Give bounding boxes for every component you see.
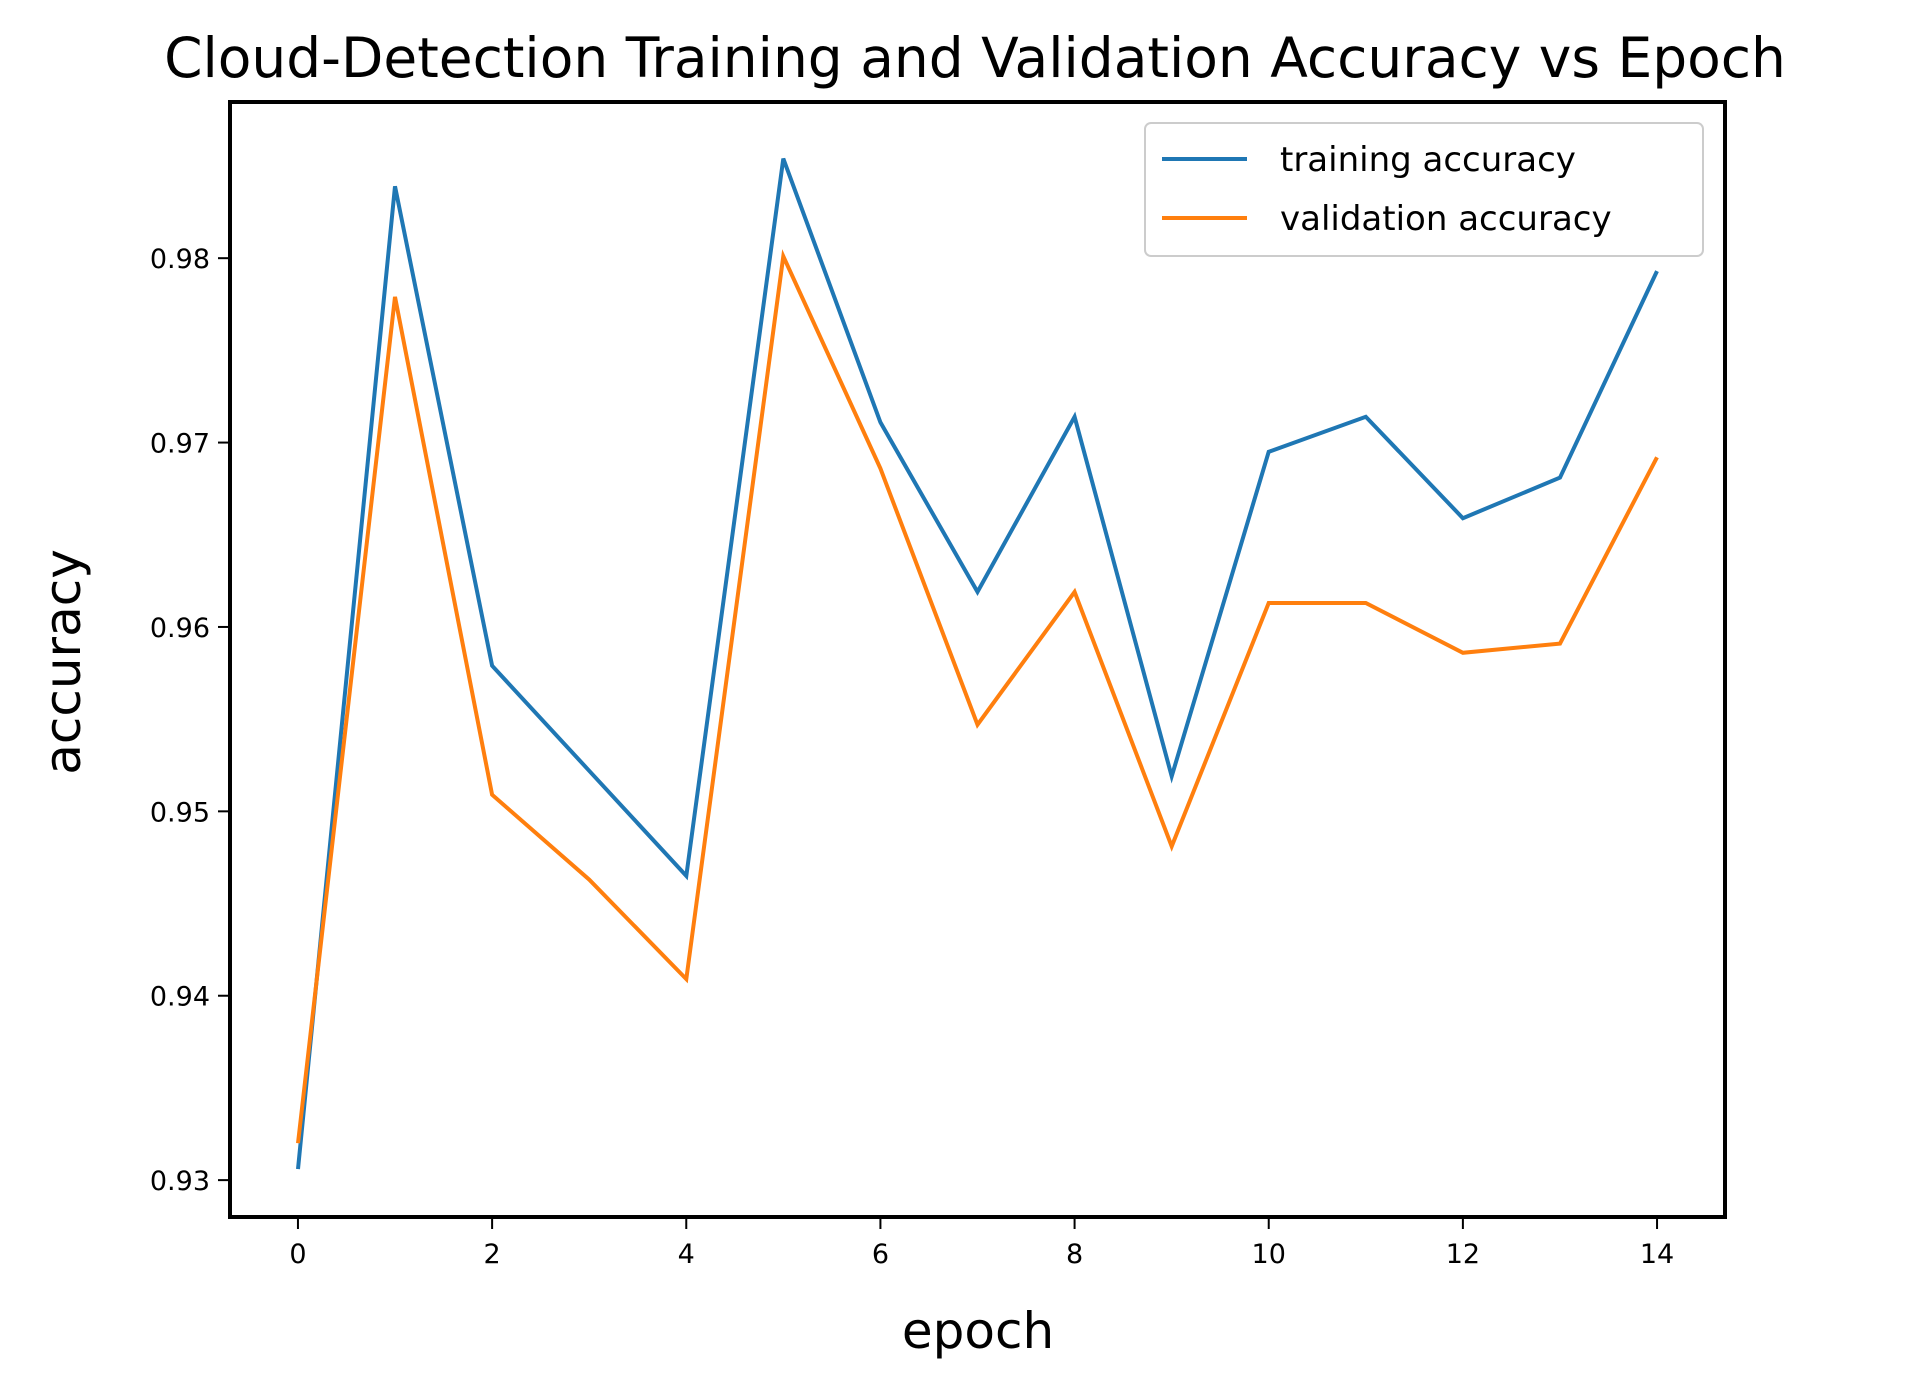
y-tick-label: 0.98 <box>150 244 210 275</box>
data-point-training-accuracy-1 <box>393 184 397 188</box>
data-point-validation-accuracy-14 <box>1655 455 1659 459</box>
data-point-training-accuracy-2 <box>490 664 494 668</box>
plot-frame <box>228 100 1727 1219</box>
data-point-training-accuracy-12 <box>1461 516 1465 520</box>
data-point-training-accuracy-5 <box>781 157 785 161</box>
x-tick-label: 4 <box>678 1239 695 1270</box>
data-point-validation-accuracy-8 <box>1073 590 1077 594</box>
legend-label-training: training accuracy <box>1280 140 1576 180</box>
data-point-validation-accuracy-1 <box>393 295 397 299</box>
data-point-validation-accuracy-3 <box>587 878 591 882</box>
series-layer <box>296 157 1659 1171</box>
data-point-training-accuracy-3 <box>587 769 591 773</box>
data-point-training-accuracy-8 <box>1073 415 1077 419</box>
series-line-training-accuracy <box>296 157 1659 1170</box>
series-line-validation-accuracy <box>296 249 1659 1144</box>
y-tick-label: 0.96 <box>150 613 210 644</box>
data-point-training-accuracy-7 <box>976 590 980 594</box>
data-point-training-accuracy-4 <box>684 874 688 878</box>
data-point-validation-accuracy-2 <box>490 793 494 797</box>
chart-title: Cloud-Detection Training and Validation … <box>164 26 1786 90</box>
data-point-validation-accuracy-11 <box>1364 601 1368 605</box>
legend: training accuracy validation accuracy <box>1144 122 1704 257</box>
y-tick-label: 0.97 <box>150 429 210 460</box>
data-point-validation-accuracy-6 <box>878 466 882 470</box>
y-tick-label: 0.95 <box>150 797 210 828</box>
legend-label-validation: validation accuracy <box>1280 199 1612 239</box>
x-tick-label: 12 <box>1446 1239 1480 1270</box>
x-tick-label: 8 <box>1066 1239 1083 1270</box>
y-axis-label: accuracy <box>34 549 92 775</box>
data-point-validation-accuracy-0 <box>296 1141 300 1145</box>
data-point-training-accuracy-10 <box>1267 450 1271 454</box>
x-tick-label: 2 <box>484 1239 501 1270</box>
x-tick-label: 14 <box>1640 1239 1674 1270</box>
data-point-validation-accuracy-9 <box>1170 844 1174 848</box>
x-tick-label: 10 <box>1252 1239 1286 1270</box>
x-axis-ticks: 0 2 4 6 8 10 12 14 <box>289 1217 1674 1270</box>
data-point-validation-accuracy-4 <box>684 977 688 981</box>
x-tick-label: 0 <box>289 1239 306 1270</box>
y-axis-ticks: 0.93 0.94 0.95 0.96 0.97 0.98 <box>150 244 230 1197</box>
data-point-training-accuracy-0 <box>296 1167 300 1171</box>
data-point-validation-accuracy-12 <box>1461 651 1465 655</box>
data-point-validation-accuracy-7 <box>976 723 980 727</box>
y-tick-label: 0.93 <box>150 1166 210 1197</box>
data-point-training-accuracy-14 <box>1655 269 1659 273</box>
data-point-training-accuracy-11 <box>1364 415 1368 419</box>
data-point-training-accuracy-6 <box>878 420 882 424</box>
legend-frame <box>1144 122 1704 257</box>
x-axis-label: epoch <box>902 1302 1054 1360</box>
y-tick-label: 0.94 <box>150 982 210 1013</box>
data-point-validation-accuracy-5 <box>781 254 785 258</box>
data-point-training-accuracy-9 <box>1170 774 1174 778</box>
data-point-validation-accuracy-13 <box>1558 642 1562 646</box>
data-point-training-accuracy-13 <box>1558 476 1562 480</box>
x-tick-label: 6 <box>872 1239 889 1270</box>
data-point-validation-accuracy-10 <box>1267 601 1271 605</box>
